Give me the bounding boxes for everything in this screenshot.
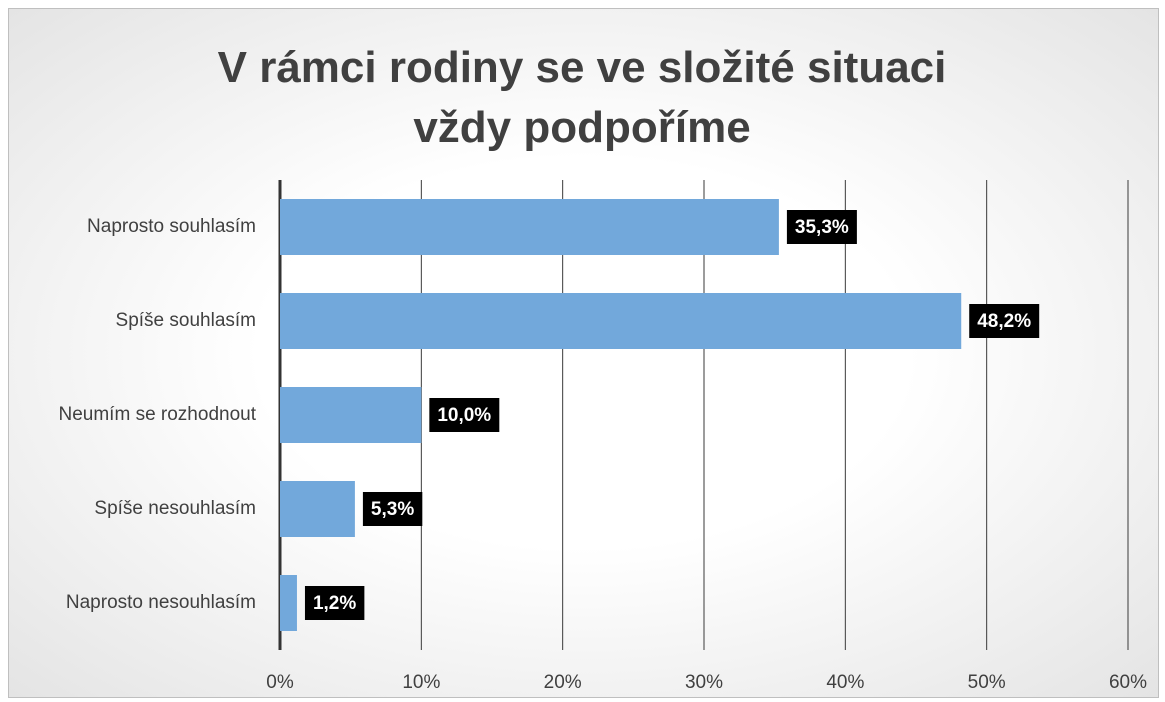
x-tick-label: 40% xyxy=(826,672,864,693)
y-tick-label: Neumím se rozhodnout xyxy=(59,404,257,425)
x-tick-label: 50% xyxy=(968,672,1006,693)
data-label: 48,2% xyxy=(977,311,1031,332)
bar xyxy=(280,199,779,255)
data-label-background xyxy=(362,492,423,526)
x-tick-label: 10% xyxy=(402,672,440,693)
data-label-background xyxy=(304,586,365,620)
data-label: 10,0% xyxy=(437,405,491,426)
x-tick-label: 20% xyxy=(544,672,582,693)
x-tick-label: 30% xyxy=(685,672,723,693)
data-label-background xyxy=(786,210,857,244)
data-label: 1,2% xyxy=(313,593,356,614)
data-label-background xyxy=(429,398,500,432)
y-tick-label: Spíše souhlasím xyxy=(116,310,256,331)
data-label: 5,3% xyxy=(371,499,414,520)
x-tick-label: 0% xyxy=(266,672,294,693)
data-label: 35,3% xyxy=(795,217,849,238)
x-tick-label: 60% xyxy=(1109,672,1147,693)
bar xyxy=(280,387,422,443)
y-tick-label: Spíše nesouhlasím xyxy=(94,498,256,519)
bar xyxy=(280,481,355,537)
bar xyxy=(280,293,962,349)
bar xyxy=(280,575,297,631)
chart-title: V rámci rodiny se ve složité situaci vžd… xyxy=(217,43,947,152)
data-label-background xyxy=(969,304,1040,338)
y-tick-label: Naprosto nesouhlasím xyxy=(66,592,256,613)
y-tick-label: Naprosto souhlasím xyxy=(87,216,256,237)
chart-background xyxy=(8,8,1159,698)
